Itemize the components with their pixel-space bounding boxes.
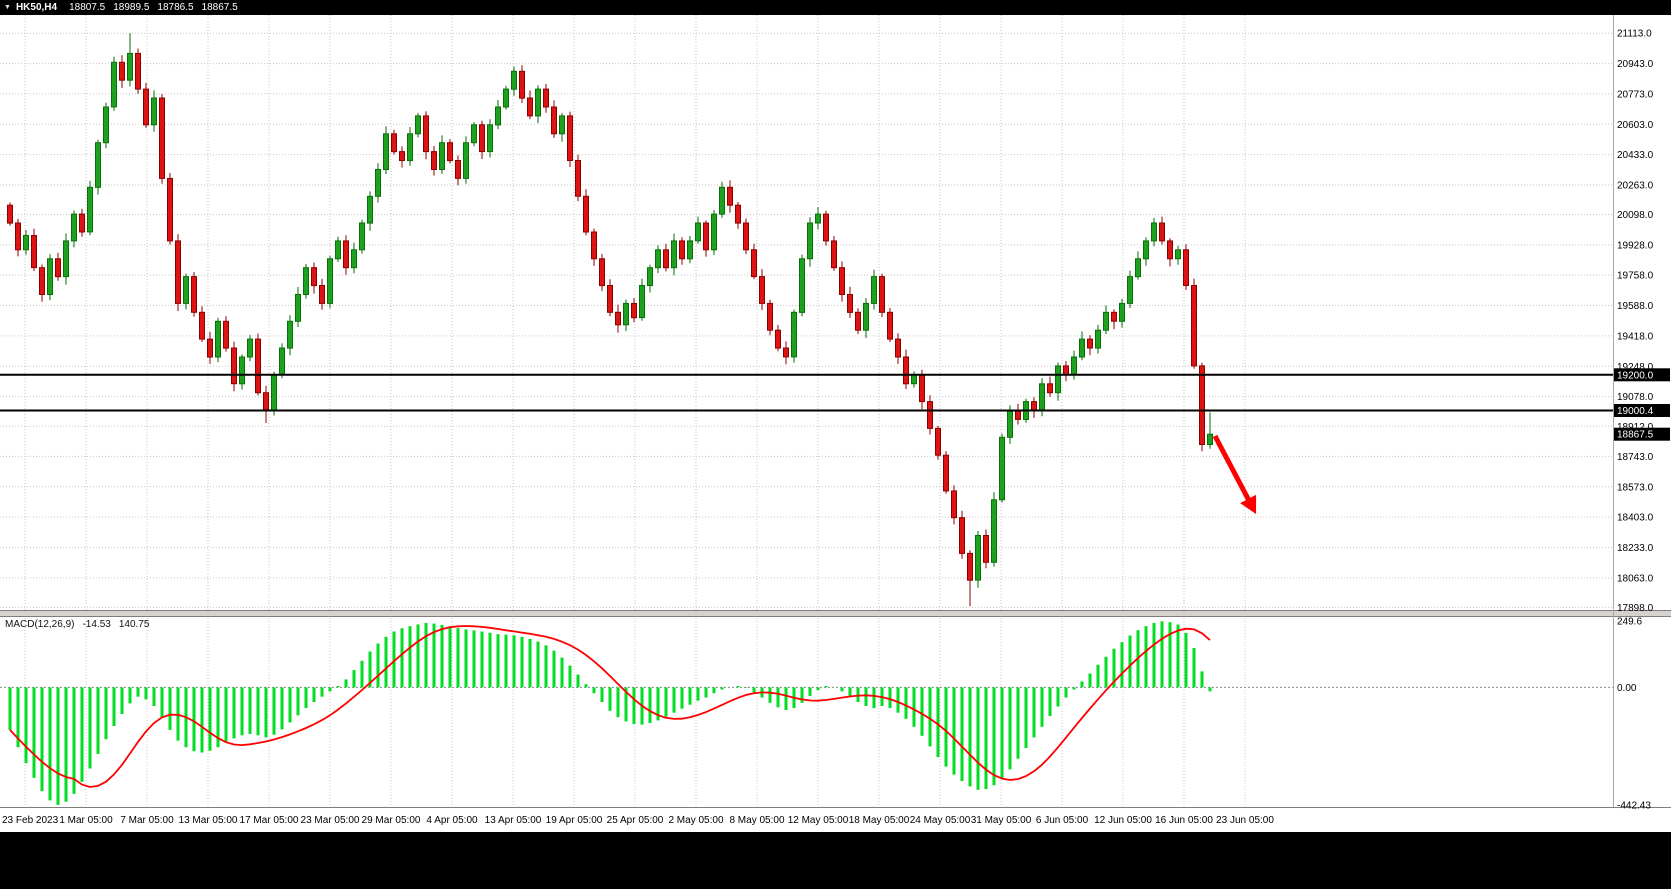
macd-histogram: [8, 621, 1212, 805]
svg-text:20263.0: 20263.0: [1617, 181, 1654, 192]
svg-text:20603.0: 20603.0: [1617, 120, 1654, 131]
macd-indicator-label: MACD(12,26,9) -14.53 140.75: [5, 619, 149, 630]
panel-splitter[interactable]: [0, 15, 1671, 808]
svg-text:20773.0: 20773.0: [1617, 89, 1654, 100]
svg-text:18 May 05:00: 18 May 05:00: [849, 815, 910, 826]
svg-text:17 Mar 05:00: 17 Mar 05:00: [240, 815, 299, 826]
svg-text:31 May 05:00: 31 May 05:00: [971, 815, 1032, 826]
svg-text:18233.0: 18233.0: [1617, 543, 1654, 554]
ohlc-low-value: 18786.5: [157, 2, 194, 13]
svg-text:18867.5: 18867.5: [1617, 430, 1654, 441]
svg-text:18573.0: 18573.0: [1617, 482, 1654, 493]
macd-main-value: -14.53: [82, 619, 111, 630]
svg-text:2 May 05:00: 2 May 05:00: [668, 815, 723, 826]
macd-signal-line: [9, 625, 1211, 788]
svg-text:25 Apr 05:00: 25 Apr 05:00: [607, 815, 664, 826]
svg-text:18403.0: 18403.0: [1617, 513, 1654, 524]
svg-text:29 Mar 05:00: 29 Mar 05:00: [362, 815, 421, 826]
svg-text:18063.0: 18063.0: [1617, 573, 1654, 584]
svg-text:18743.0: 18743.0: [1617, 452, 1654, 463]
svg-text:-442.43: -442.43: [1617, 801, 1651, 812]
ohlc-high-value: 18989.5: [113, 2, 150, 13]
svg-text:19 Apr 05:00: 19 Apr 05:00: [546, 815, 603, 826]
svg-text:20098.0: 20098.0: [1617, 210, 1654, 221]
svg-text:12 May 05:00: 12 May 05:00: [788, 815, 849, 826]
time-axis[interactable]: 23 Feb 2023 1 Mar 05:00 7 Mar 05:00 13 Mar …: [2, 815, 1274, 826]
svg-text:1 Mar 05:00: 1 Mar 05:00: [59, 815, 113, 826]
ohlc-open-value: 18807.5: [69, 2, 106, 13]
collapse-triangle-icon[interactable]: ▼: [4, 4, 11, 11]
symbol-timeframe-label: HK50,H4: [15, 2, 58, 13]
svg-text:20433.0: 20433.0: [1617, 150, 1654, 161]
svg-text:249.6: 249.6: [1617, 617, 1642, 628]
svg-text:13 Mar 05:00: 13 Mar 05:00: [179, 815, 238, 826]
candlestick-series: [7, 33, 1213, 607]
svg-text:19200.0: 19200.0: [1617, 370, 1654, 381]
svg-text:7 Mar 05:00: 7 Mar 05:00: [120, 815, 174, 826]
price-axis[interactable]: 21113.0 20943.0 20773.0 20603.0 20433.0 20263…: [1617, 29, 1654, 614]
svg-text:19000.4: 19000.4: [1617, 406, 1654, 417]
horizontal-line-objects[interactable]: [0, 373, 1613, 412]
svg-text:19758.0: 19758.0: [1617, 271, 1654, 282]
svg-text:24 May 05:00: 24 May 05:00: [910, 815, 971, 826]
svg-text:19928.0: 19928.0: [1617, 240, 1654, 251]
svg-text:4 Apr 05:00: 4 Apr 05:00: [426, 815, 478, 826]
svg-text:0.00: 0.00: [1617, 683, 1637, 694]
macd-name: MACD(12,26,9): [5, 619, 75, 630]
macd-signal-value: 140.75: [118, 619, 150, 630]
svg-text:12 Jun 05:00: 12 Jun 05:00: [1094, 815, 1152, 826]
svg-text:21113.0: 21113.0: [1617, 29, 1652, 40]
svg-text:16 Jun 05:00: 16 Jun 05:00: [1155, 815, 1213, 826]
price-gridlines: [0, 32, 1613, 608]
svg-text:6 Jun 05:00: 6 Jun 05:00: [1036, 815, 1089, 826]
svg-text:23 Jun 05:00: 23 Jun 05:00: [1216, 815, 1274, 826]
trend-arrow[interactable]: [1212, 434, 1257, 514]
svg-text:23 Mar 05:00: 23 Mar 05:00: [301, 815, 360, 826]
svg-text:20943.0: 20943.0: [1617, 59, 1654, 70]
svg-text:13 Apr 05:00: 13 Apr 05:00: [485, 815, 542, 826]
svg-text:19078.0: 19078.0: [1617, 392, 1654, 403]
svg-text:19588.0: 19588.0: [1617, 301, 1654, 312]
ohlc-close-value: 18867.5: [201, 2, 238, 13]
svg-text:17898.0: 17898.0: [1617, 603, 1654, 614]
svg-text:23 Feb 2023: 23 Feb 2023: [2, 815, 59, 826]
svg-text:19418.0: 19418.0: [1617, 331, 1654, 342]
macd-axis[interactable]: 249.6 0.00 -442.43: [1617, 617, 1651, 812]
svg-text:19248.0: 19248.0: [1617, 362, 1654, 373]
svg-text:8 May 05:00: 8 May 05:00: [729, 815, 784, 826]
svg-text:18912.0: 18912.0: [1617, 422, 1654, 433]
chart-title-bar: ▼ HK50,H4 18807.5 18989.5 18786.5 18867.…: [0, 0, 1671, 15]
bottom-panel: [0, 832, 1671, 889]
price-tags: 19200.0 19000.4 18867.5: [1614, 368, 1670, 441]
